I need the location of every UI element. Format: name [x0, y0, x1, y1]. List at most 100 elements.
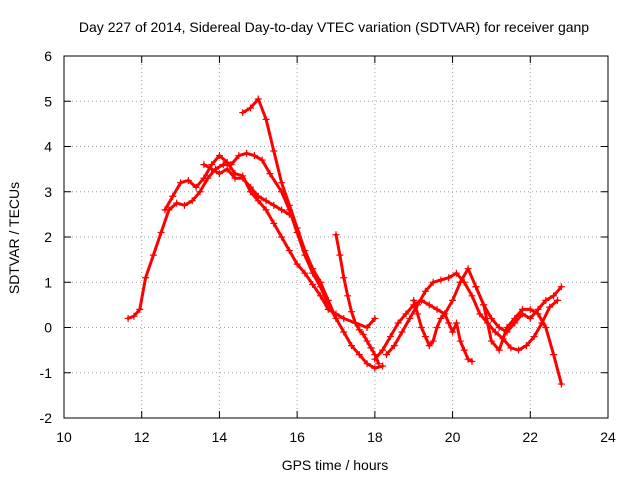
data-point [429, 337, 437, 345]
x-tick-label: 22 [522, 429, 538, 445]
data-point [468, 292, 476, 300]
data-point [363, 337, 371, 345]
data-point [464, 355, 472, 363]
data-point [219, 161, 227, 169]
data-point [553, 296, 561, 304]
data-point [340, 314, 348, 322]
data-point [208, 165, 216, 173]
data-point [301, 269, 309, 277]
data-point [124, 314, 132, 322]
data-point [379, 362, 387, 370]
data-point [417, 324, 425, 331]
data-point [223, 165, 231, 173]
data-point [301, 247, 309, 255]
data-point [266, 170, 274, 178]
data-point [348, 308, 356, 316]
data-point [231, 174, 239, 182]
data-point [247, 104, 255, 112]
data-point [262, 206, 270, 214]
data-point [149, 251, 157, 259]
data-point [239, 109, 247, 117]
data-point [425, 342, 433, 350]
data-point [410, 296, 418, 304]
data-point [445, 274, 453, 282]
series-line [163, 154, 377, 329]
series-line [385, 271, 559, 357]
data-point [487, 337, 495, 345]
data-point [200, 174, 208, 182]
data-point [557, 380, 565, 388]
data-point [184, 176, 192, 184]
series-line [202, 163, 291, 216]
data-point [250, 152, 258, 160]
data-point [278, 179, 286, 187]
data-point [367, 344, 375, 352]
data-point [262, 197, 270, 205]
data-point [530, 333, 538, 341]
x-tick-label: 10 [56, 429, 72, 445]
data-point [437, 276, 445, 284]
data-point [456, 337, 464, 345]
data-point [534, 310, 542, 318]
data-point [293, 260, 301, 268]
y-tick-label: 3 [44, 184, 52, 200]
data-point [445, 319, 453, 327]
data-point [223, 158, 231, 166]
y-tick-label: -2 [40, 410, 53, 426]
data-point [262, 115, 270, 123]
data-point [359, 330, 367, 338]
data-point [180, 201, 188, 209]
data-point [188, 197, 196, 205]
data-point [254, 95, 262, 103]
data-point [383, 351, 391, 359]
x-tick-labels: 10 12 14 16 18 20 22 24 [56, 429, 616, 445]
data-point [177, 179, 185, 187]
data-point [316, 278, 324, 286]
data-point [332, 314, 340, 322]
data-point [441, 310, 449, 318]
data-point [270, 201, 278, 209]
data-point [542, 296, 550, 304]
series-sat-d [239, 95, 387, 372]
data-point [215, 170, 223, 178]
series-sat-h [410, 296, 476, 365]
data-point [285, 247, 293, 255]
data-point [324, 296, 332, 304]
data-point [425, 301, 433, 309]
data-point [495, 346, 503, 354]
y-tick-labels: -2 -1 0 1 2 3 4 5 6 [40, 48, 53, 426]
data-point [557, 283, 565, 291]
data-point [414, 310, 422, 318]
y-tick-label: 6 [44, 48, 52, 64]
data-point [215, 152, 223, 160]
data-point [344, 292, 352, 300]
data-point [355, 326, 363, 334]
data-point [247, 183, 255, 191]
data-point [136, 305, 144, 313]
x-tick-label: 20 [445, 429, 461, 445]
data-point [371, 364, 379, 372]
data-point [456, 278, 464, 286]
data-point [285, 201, 293, 209]
data-point [363, 324, 371, 331]
data-point [487, 314, 495, 322]
data-point [196, 188, 204, 196]
data-point [526, 305, 534, 313]
data-point [363, 360, 371, 368]
data-point [390, 342, 398, 350]
plot-frame [63, 55, 609, 419]
data-point [386, 333, 394, 341]
y-tick-label: -1 [40, 365, 53, 381]
data-point [472, 283, 480, 291]
x-tick-label: 16 [289, 429, 305, 445]
data-point [429, 278, 437, 286]
y-tick-label: 1 [44, 274, 52, 290]
x-tick-label: 12 [134, 429, 150, 445]
data-point [546, 303, 554, 311]
data-point [200, 161, 208, 169]
data-point [550, 292, 558, 300]
data-point [293, 224, 301, 232]
data-point [142, 274, 150, 282]
data-point [157, 228, 165, 236]
x-tick-label: 24 [600, 429, 616, 445]
